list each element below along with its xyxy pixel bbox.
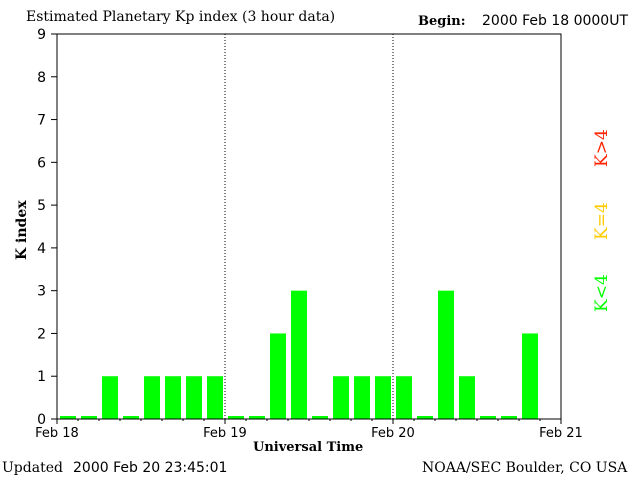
footer-updated-value: 2000 Feb 20 23:45:01 (73, 460, 228, 476)
x-axis-label: Universal Time (253, 440, 364, 455)
kp-bar (270, 333, 286, 419)
kp-bar (102, 376, 118, 419)
kp-bar (522, 333, 538, 419)
y-tick-label: 4 (37, 241, 46, 257)
y-tick-label: 3 (37, 284, 46, 300)
kp-bar (144, 376, 160, 419)
y-tick-label: 6 (37, 155, 46, 171)
begin-label: Begin: (418, 14, 466, 29)
kp-bar (81, 416, 97, 419)
y-tick-label: 0 (37, 412, 46, 428)
y-tick-label: 2 (37, 326, 46, 342)
kp-bar (459, 376, 475, 419)
y-tick-label: 9 (37, 27, 46, 43)
kp-bar (354, 376, 370, 419)
x-tick-label: Feb 18 (35, 426, 79, 441)
kp-bar (438, 290, 454, 419)
footer-source: NOAA/SEC Boulder, CO USA (422, 460, 628, 476)
kp-bar (60, 416, 76, 419)
kp-bar (396, 376, 412, 419)
chart-title: Estimated Planetary Kp index (3 hour dat… (26, 9, 336, 25)
y-tick-label: 1 (37, 369, 46, 385)
begin-value: 2000 Feb 18 0000UT (482, 13, 629, 29)
kp-bar (333, 376, 349, 419)
y-tick-label: 8 (37, 70, 46, 86)
kp-bar (312, 416, 328, 419)
y-tick-label: 7 (37, 113, 46, 129)
legend-item-low: K<4 (592, 274, 612, 312)
kp-bar (291, 290, 307, 419)
x-tick-label: Feb 19 (203, 426, 247, 441)
plot-frame (56, 33, 562, 420)
kp-bar (165, 376, 181, 419)
y-axis-label: K index (14, 200, 30, 260)
kp-bar (249, 416, 265, 419)
footer-updated-label: Updated (2, 460, 63, 476)
kp-bar (417, 416, 433, 419)
x-tick-label: Feb 20 (371, 426, 415, 441)
kp-bar (207, 376, 223, 419)
kp-bar (375, 376, 391, 419)
kp-bar (186, 376, 202, 419)
legend-item-high: K>4 (592, 129, 612, 167)
kp-bar (480, 416, 496, 419)
legend-item-equal: K=4 (592, 202, 612, 240)
kp-bar (228, 416, 244, 419)
y-tick-label: 5 (37, 198, 46, 214)
x-tick-label: Feb 21 (539, 426, 583, 441)
kp-bar (501, 416, 517, 419)
kp-bar (123, 416, 139, 419)
